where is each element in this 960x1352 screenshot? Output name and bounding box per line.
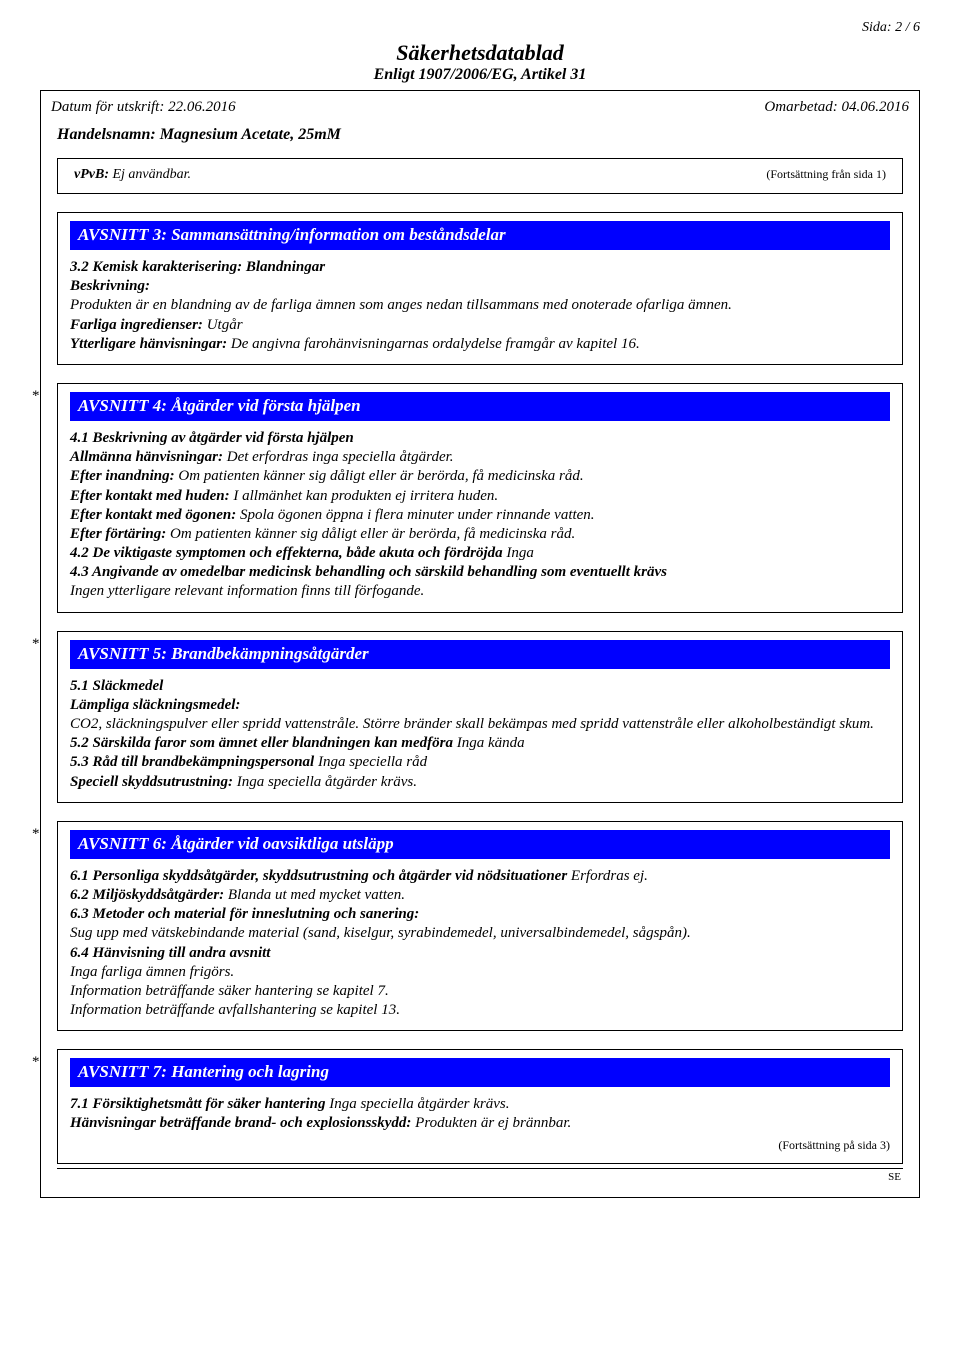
section-4-header: AVSNITT 4: Åtgärder vid första hjälpen xyxy=(70,392,890,421)
doc-title: Säkerhetsdatablad xyxy=(40,40,920,66)
section-5-body: 5.1 Släckmedel Lämpliga släckningsmedel:… xyxy=(70,677,890,792)
section-5-marker: * xyxy=(32,636,40,653)
section-7-box: * AVSNITT 7: Hantering och lagring 7.1 F… xyxy=(57,1049,903,1163)
meta-row: Datum för utskrift: 22.06.2016 Omarbetad… xyxy=(51,99,909,116)
bottom-rule xyxy=(57,1168,903,1169)
vpvb-text: vPvB: Ej användbar. xyxy=(74,167,191,183)
section-4-body: 4.1 Beskrivning av åtgärder vid första h… xyxy=(70,429,890,602)
section-5-box: * AVSNITT 5: Brandbekämpningsåtgärder 5.… xyxy=(57,631,903,803)
page-frame: Datum för utskrift: 22.06.2016 Omarbetad… xyxy=(40,90,920,1198)
continuation-to: (Fortsättning på sida 3) xyxy=(70,1138,890,1153)
revised-date: Omarbetad: 04.06.2016 xyxy=(764,99,909,116)
print-date: Datum för utskrift: 22.06.2016 xyxy=(51,99,236,116)
section-6-box: * AVSNITT 6: Åtgärder vid oavsiktliga ut… xyxy=(57,821,903,1032)
section-4-box: * AVSNITT 4: Åtgärder vid första hjälpen… xyxy=(57,383,903,613)
section-6-marker: * xyxy=(32,826,40,843)
doc-subtitle: Enligt 1907/2006/EG, Artikel 31 xyxy=(40,66,920,84)
page-number: Sida: 2 / 6 xyxy=(40,20,920,36)
trade-name: Handelsnamn: Magnesium Acetate, 25mM xyxy=(51,126,909,144)
section-3-header: AVSNITT 3: Sammansättning/information om… xyxy=(70,221,890,250)
section-6-body: 6.1 Personliga skyddsåtgärder, skyddsutr… xyxy=(70,867,890,1021)
section-4-marker: * xyxy=(32,388,40,405)
vpvb-box: vPvB: Ej användbar. (Fortsättning från s… xyxy=(57,158,903,194)
continuation-from: (Fortsättning från sida 1) xyxy=(766,167,886,183)
section-3-box: AVSNITT 3: Sammansättning/information om… xyxy=(57,212,903,365)
section-6-header: AVSNITT 6: Åtgärder vid oavsiktliga utsl… xyxy=(70,830,890,859)
country-code: SE xyxy=(51,1171,901,1183)
section-3-body: 3.2 Kemisk karakterisering: Blandningar … xyxy=(70,258,890,354)
section-7-body: 7.1 Försiktighetsmått för säker hanterin… xyxy=(70,1095,890,1133)
section-5-header: AVSNITT 5: Brandbekämpningsåtgärder xyxy=(70,640,890,669)
section-7-header: AVSNITT 7: Hantering och lagring xyxy=(70,1058,890,1087)
section-7-marker: * xyxy=(32,1054,40,1071)
